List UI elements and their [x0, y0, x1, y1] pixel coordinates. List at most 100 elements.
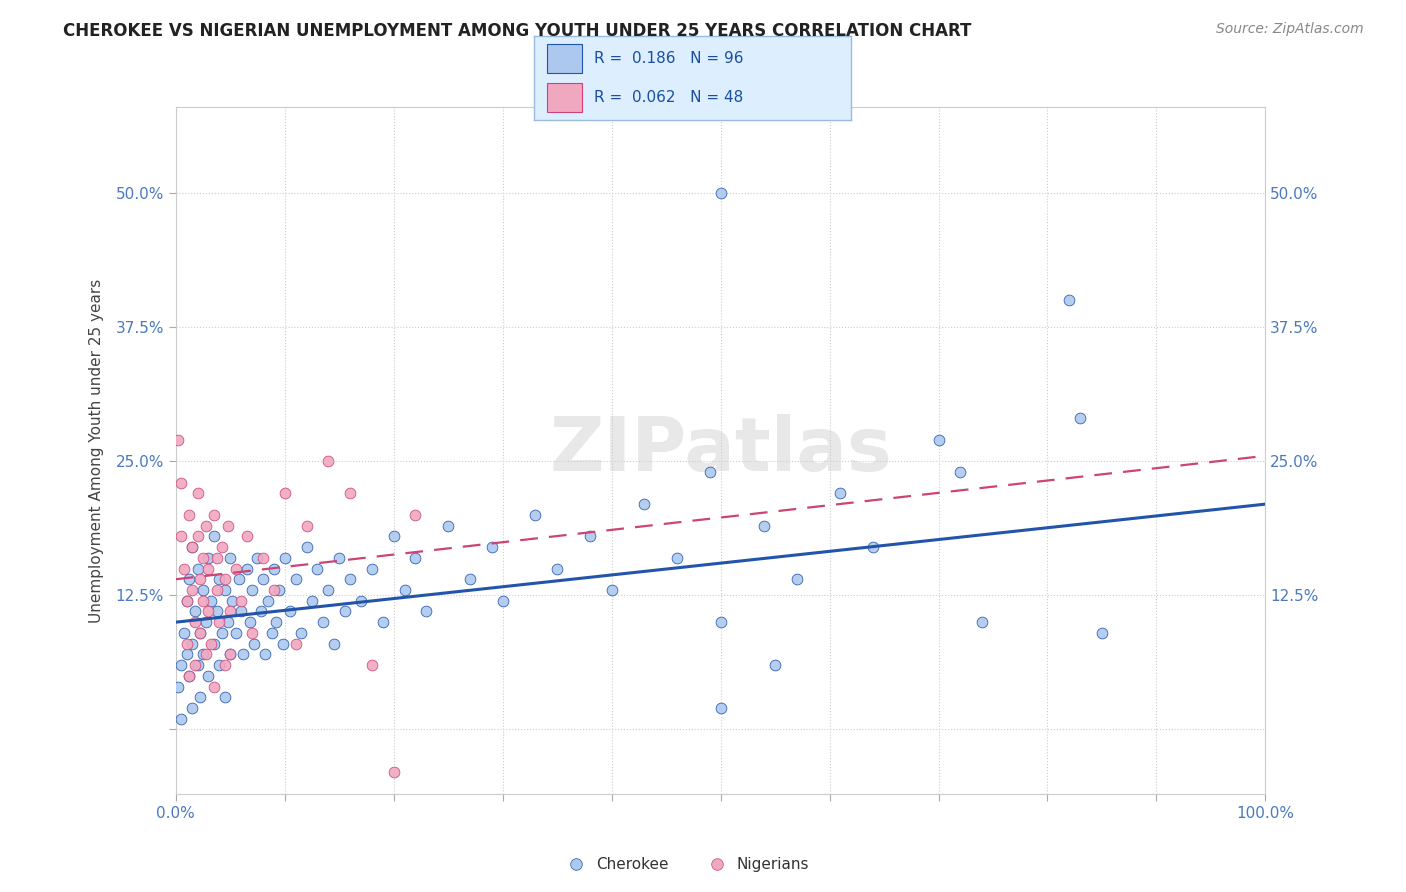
Point	[208, 615, 231, 630]
Point	[970, 615, 993, 630]
Point	[214, 582, 236, 597]
Point	[524, 508, 547, 522]
Point	[546, 561, 568, 575]
Point	[225, 626, 247, 640]
Point	[197, 669, 219, 683]
Point	[191, 593, 214, 607]
Point	[208, 658, 231, 673]
Point	[181, 540, 204, 554]
Point	[181, 582, 204, 597]
Text: R =  0.186   N = 96: R = 0.186 N = 96	[595, 51, 744, 66]
Point	[211, 540, 233, 554]
Point	[202, 508, 225, 522]
Point	[307, 561, 329, 575]
Point	[173, 626, 195, 640]
Point	[202, 637, 225, 651]
Point	[382, 529, 405, 543]
Point	[312, 615, 335, 630]
Point	[263, 561, 285, 575]
Point	[754, 518, 776, 533]
Point	[295, 518, 318, 533]
Point	[176, 637, 198, 651]
Point	[177, 572, 200, 586]
Point	[219, 648, 242, 662]
Point	[228, 572, 250, 586]
Point	[257, 593, 280, 607]
Point	[339, 572, 361, 586]
Point	[177, 508, 200, 522]
Y-axis label: Unemployment Among Youth under 25 years: Unemployment Among Youth under 25 years	[90, 278, 104, 623]
Point	[200, 637, 222, 651]
Point	[188, 572, 211, 586]
Point	[214, 572, 236, 586]
Point	[191, 582, 214, 597]
Point	[191, 550, 214, 565]
Point	[197, 604, 219, 618]
Point	[195, 648, 218, 662]
Point	[579, 529, 602, 543]
Point	[328, 550, 350, 565]
Point	[214, 658, 236, 673]
Point	[225, 561, 247, 575]
Point	[360, 561, 382, 575]
Point	[284, 637, 307, 651]
Point	[208, 572, 231, 586]
Point	[221, 593, 243, 607]
Point	[211, 626, 233, 640]
Point	[214, 690, 236, 705]
Point	[240, 626, 263, 640]
Point	[699, 465, 721, 479]
Bar	[547, 83, 582, 112]
Point	[350, 593, 373, 607]
Point	[492, 593, 515, 607]
Point	[360, 658, 382, 673]
Point	[318, 582, 340, 597]
Point	[235, 529, 257, 543]
Point	[949, 465, 972, 479]
Point	[181, 701, 204, 715]
Point	[170, 475, 193, 490]
Point	[184, 604, 207, 618]
Point	[458, 572, 481, 586]
Point	[263, 582, 285, 597]
Point	[188, 626, 211, 640]
Point	[830, 486, 852, 500]
Point	[167, 433, 190, 447]
Point	[217, 615, 239, 630]
Point	[264, 615, 287, 630]
Point	[1069, 411, 1091, 425]
Point	[232, 648, 254, 662]
Point	[820, 703, 842, 717]
Point	[394, 582, 416, 597]
Point	[176, 648, 198, 662]
Point	[269, 582, 291, 597]
Point	[188, 690, 211, 705]
Point	[710, 186, 733, 200]
Point	[301, 593, 323, 607]
Point	[666, 550, 689, 565]
Point	[339, 486, 361, 500]
Point	[318, 454, 340, 468]
Point	[1091, 626, 1114, 640]
Point	[219, 550, 242, 565]
Point	[239, 615, 262, 630]
Text: Cherokee: Cherokee	[596, 857, 669, 871]
Point	[231, 593, 253, 607]
Point	[170, 658, 193, 673]
Point	[405, 550, 427, 565]
Point	[415, 604, 437, 618]
Point	[763, 658, 786, 673]
Point	[177, 669, 200, 683]
Point	[295, 540, 318, 554]
Point	[405, 508, 427, 522]
Text: R =  0.062   N = 48: R = 0.062 N = 48	[595, 90, 744, 105]
Point	[217, 518, 239, 533]
Point	[205, 582, 228, 597]
Point	[254, 648, 277, 662]
Point	[173, 561, 195, 575]
Point	[186, 529, 209, 543]
Point	[786, 572, 808, 586]
Point	[205, 550, 228, 565]
Point	[219, 604, 242, 618]
Point	[278, 604, 301, 618]
